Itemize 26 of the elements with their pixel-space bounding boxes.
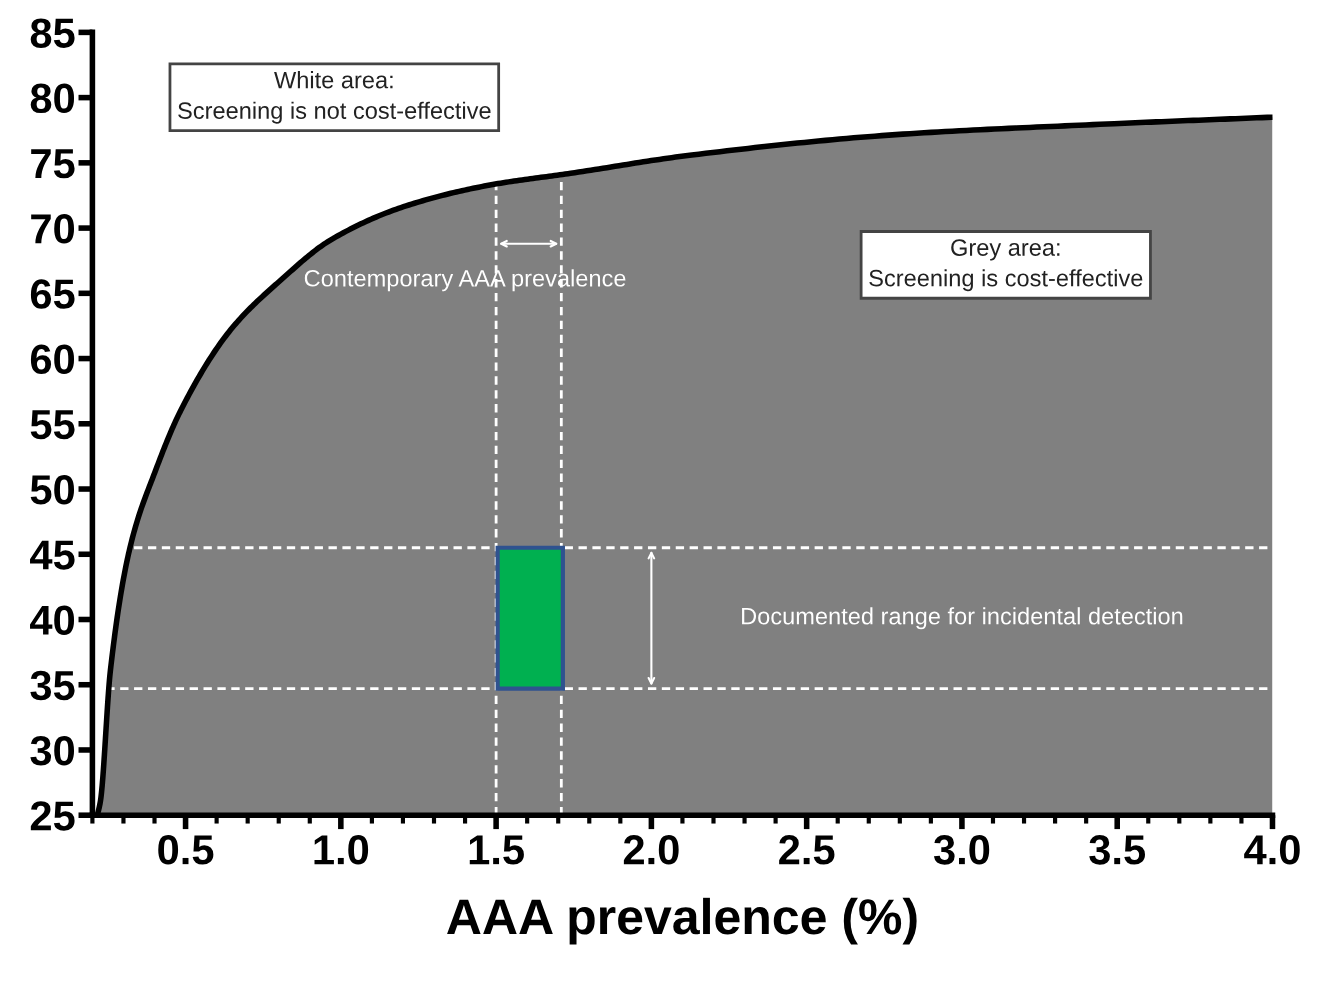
y-tick-label: 80 (30, 83, 75, 114)
y-tick-label: 45 (30, 540, 75, 570)
x-tick-label: 1.0 (314, 835, 369, 865)
y-tick-label: 60 (30, 344, 75, 375)
x-tick-label: 2.0 (623, 835, 679, 865)
y-tick-label: 75 (31, 149, 75, 179)
x-axis-title: AAA prevalence (%) (447, 897, 917, 945)
annotation: Grey area: Screening is cost-effective (869, 239, 1143, 292)
annotation: White area: Screening is not cost-effective (178, 71, 491, 124)
y-tick-label: 40 (30, 605, 75, 636)
y-tick-label: 70 (31, 214, 75, 244)
y-tick-label: 25 (30, 801, 75, 831)
y-tick-label: 55 (30, 410, 75, 440)
y-tick-label: 30 (30, 735, 75, 766)
x-tick-label: 0.5 (158, 835, 214, 865)
annotation: Contemporary AAA prevalence (304, 269, 626, 292)
x-tick-label: 3.5 (1089, 835, 1146, 865)
y-tick-label: 50 (30, 475, 75, 505)
annotation: Documented range for incidental detection (742, 607, 1183, 630)
y-tick-label: 85 (30, 18, 75, 48)
x-tick-label: 1.5 (469, 835, 524, 865)
x-tick-label: 3.0 (933, 835, 990, 865)
y-tick-label: 35 (30, 670, 75, 701)
y-tick-label: 65 (30, 279, 75, 309)
x-tick-label: 4.0 (1244, 835, 1300, 865)
x-tick-label: 2.5 (779, 835, 835, 865)
